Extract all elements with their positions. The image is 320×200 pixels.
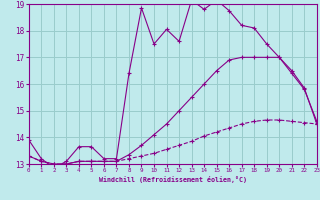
- X-axis label: Windchill (Refroidissement éolien,°C): Windchill (Refroidissement éolien,°C): [99, 176, 247, 183]
